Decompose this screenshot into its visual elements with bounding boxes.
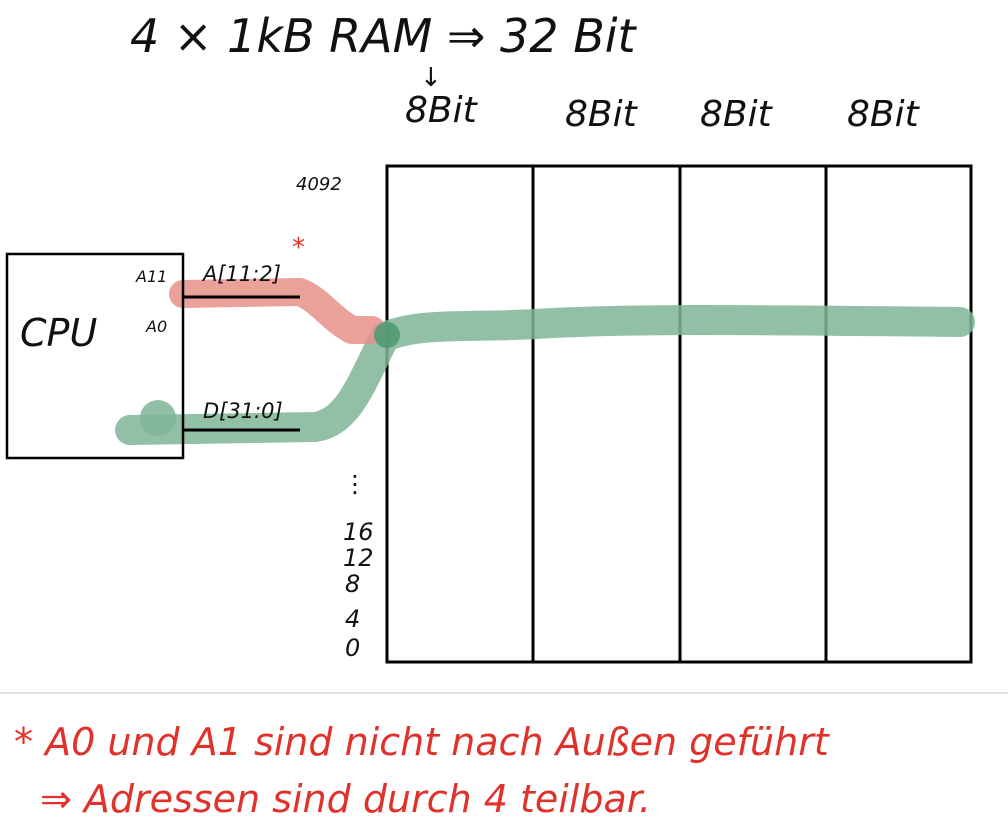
pin-a0-label: A0 — [145, 317, 167, 336]
footnote-asterisk: * — [292, 233, 305, 263]
cpu-label: CPU — [20, 311, 97, 355]
address-ellipsis: ⋮ — [343, 470, 367, 498]
address-12: 12 — [343, 544, 374, 572]
bus-junction — [374, 322, 400, 348]
column-label-2: 8Bit — [565, 94, 639, 135]
cpu-outline — [5, 252, 185, 460]
down-arrow-icon: ↓ — [420, 63, 442, 93]
data-bus-label: D[31:0] — [203, 399, 283, 423]
address-4: 4 — [345, 605, 360, 633]
address-labels: ⋮ 16 12 8 4 0 — [343, 470, 374, 662]
column-label-3: 8Bit — [700, 94, 774, 135]
data-bus-blob — [140, 400, 176, 436]
top-address-label: 4092 — [296, 174, 342, 195]
pin-a11-label: A11 — [135, 267, 167, 286]
address-bus-label: A[11:2] — [201, 262, 281, 286]
memory-block — [385, 164, 973, 664]
address-0: 0 — [345, 634, 360, 662]
address-8: 8 — [345, 570, 360, 598]
cpu-block: CPU A11 A0 — [5, 252, 185, 460]
address-16: 16 — [343, 518, 374, 546]
address-bus-highlight — [169, 278, 386, 344]
footnote-line-2: ⇒ Adressen sind durch 4 teilbar. — [40, 777, 651, 821]
column-label-4: 8Bit — [847, 94, 921, 135]
column-label-1: 8Bit — [405, 90, 479, 131]
data-bus-highlight — [115, 305, 975, 445]
footnote-line-1: * A0 und A1 sind nicht nach Außen geführ… — [14, 720, 831, 764]
diagram-title: 4 × 1kB RAM ⇒ 32 Bit — [130, 9, 638, 63]
